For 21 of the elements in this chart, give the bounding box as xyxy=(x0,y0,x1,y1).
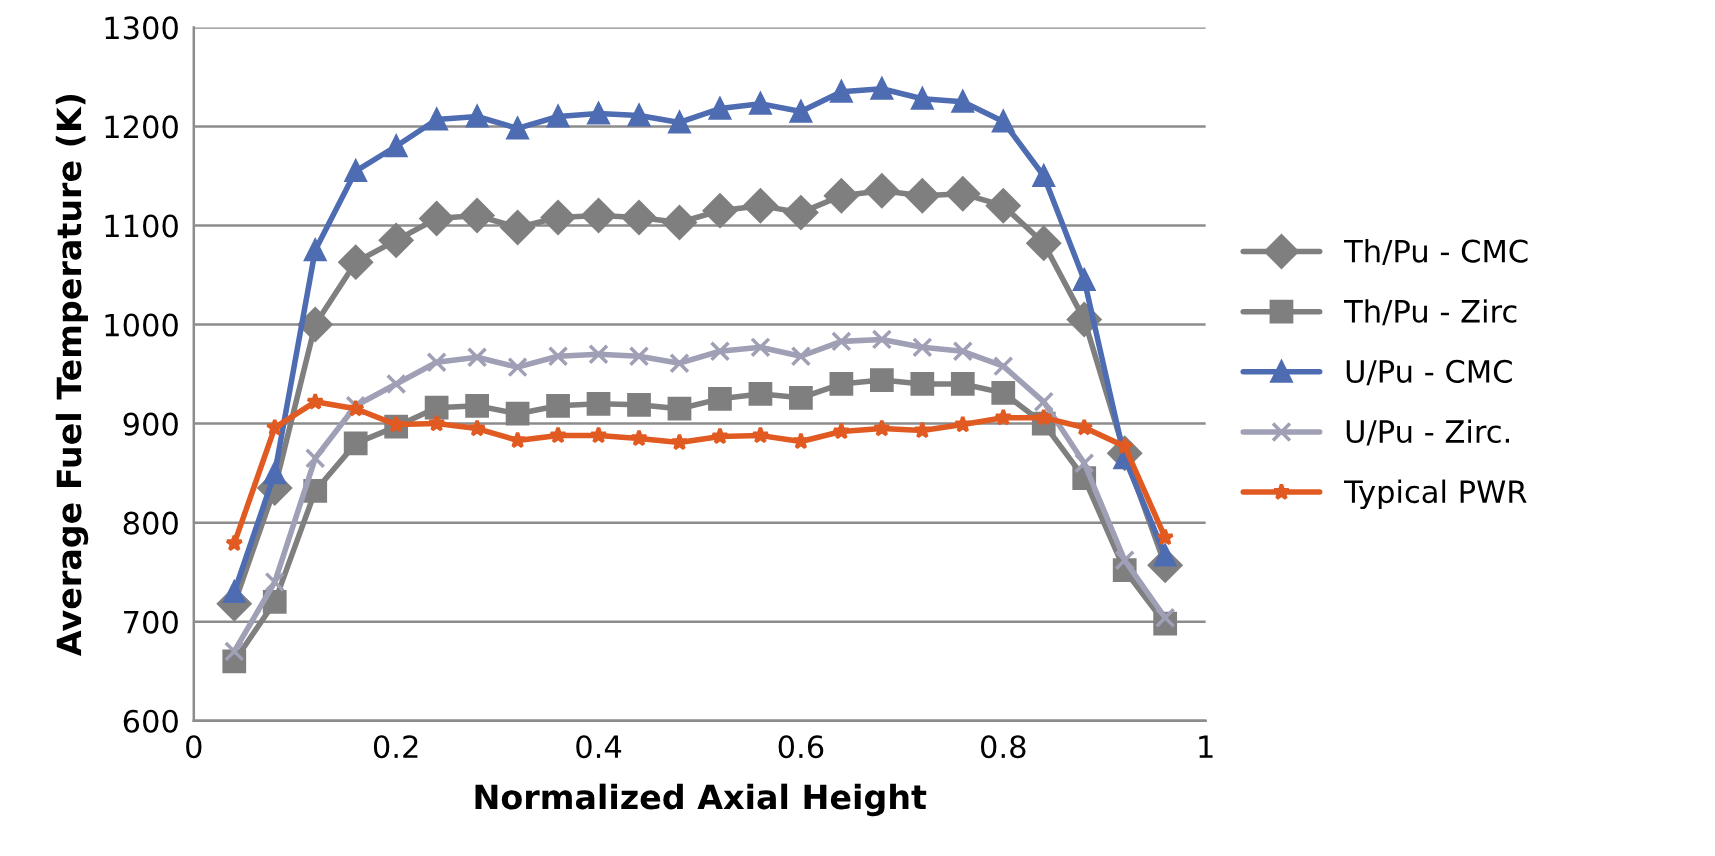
legend-label: Th/Pu - CMC xyxy=(1344,239,1528,266)
y-tick-label: 600 xyxy=(123,709,178,733)
x-tick-label: 0.4 xyxy=(576,735,622,759)
legend-label: Typical PWR xyxy=(1344,479,1527,510)
legend-label: Th/Pu - Zirc xyxy=(1344,299,1517,326)
x-axis-title: Normalized Axial Height xyxy=(475,783,927,817)
y-tick-label: 900 xyxy=(123,412,178,436)
y-tick-label: 1000 xyxy=(105,313,178,337)
x-tick-label: 0.8 xyxy=(980,735,1026,759)
legend-label: U/Pu - CMC xyxy=(1346,359,1512,386)
y-tick-label: 1300 xyxy=(105,16,178,40)
y-tick-label: 1100 xyxy=(105,214,178,238)
y-tick-label: 700 xyxy=(124,610,178,634)
x-tick-label: 0 xyxy=(186,735,202,759)
y-axis-title: Average Fuel Temperature (K) xyxy=(55,94,89,656)
y-tick-label: 1200 xyxy=(105,115,178,139)
x-tick-label: 0.2 xyxy=(373,735,418,759)
x-tick-label: 1 xyxy=(1199,735,1213,758)
y-tick-label: 800 xyxy=(123,511,178,535)
legend-label: U/Pu - Zirc. xyxy=(1346,419,1509,446)
x-tick-label: 0.6 xyxy=(778,735,824,759)
